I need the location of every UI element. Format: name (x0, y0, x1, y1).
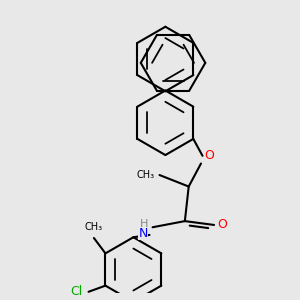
Text: Cl: Cl (70, 285, 82, 298)
Text: CH₃: CH₃ (85, 222, 103, 232)
Text: O: O (205, 149, 214, 162)
Text: H: H (140, 219, 148, 229)
Text: CH₃: CH₃ (137, 170, 155, 180)
Text: O: O (217, 218, 227, 232)
Text: N: N (139, 227, 148, 240)
